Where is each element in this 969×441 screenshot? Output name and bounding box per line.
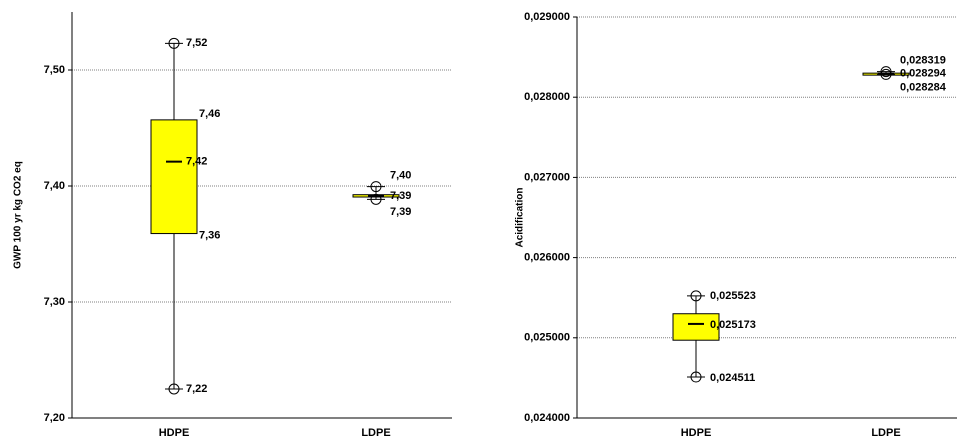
min-marker bbox=[370, 193, 382, 205]
min-value-label: 7,22 bbox=[186, 383, 207, 395]
y-tick-label: 0,026000 bbox=[524, 252, 570, 264]
y-tick-label: 0,024000 bbox=[524, 412, 570, 424]
max-marker bbox=[168, 37, 180, 49]
y-tick-label: 0,029000 bbox=[524, 11, 570, 23]
min-marker bbox=[690, 371, 702, 383]
median-value-label: 7,42 bbox=[186, 156, 207, 168]
min-value-label: 0,028284 bbox=[900, 81, 947, 93]
x-category-label: LDPE bbox=[361, 427, 390, 439]
min-value-label: 7,39 bbox=[390, 206, 411, 218]
min-marker bbox=[168, 383, 180, 395]
box bbox=[150, 119, 198, 235]
max-marker bbox=[690, 290, 702, 302]
x-category-label: HDPE bbox=[159, 427, 190, 439]
min-marker bbox=[880, 68, 892, 80]
y-tick-label: 0,027000 bbox=[524, 171, 570, 183]
max-marker bbox=[880, 66, 892, 78]
max-value-label: 0,028319 bbox=[900, 55, 946, 67]
y-tick-label: 0,025000 bbox=[524, 332, 570, 344]
median-value-label: 0,025173 bbox=[710, 319, 756, 331]
max-value-label: 7,52 bbox=[186, 37, 207, 49]
y-tick-label: 0,028000 bbox=[524, 91, 570, 103]
y-axis-title: GWP 100 yr kg CO2 eq bbox=[13, 161, 24, 269]
q1-value-label: 7,36 bbox=[199, 229, 220, 241]
min-value-label: 0,024511 bbox=[710, 372, 755, 384]
y-tick-label: 7,40 bbox=[44, 180, 65, 192]
y-axis-title: Acidification bbox=[515, 187, 526, 247]
q3-value-label: 7,46 bbox=[199, 108, 220, 120]
median-value-label: 0,028294 bbox=[900, 68, 947, 80]
max-marker bbox=[370, 181, 382, 193]
y-tick-label: 7,50 bbox=[44, 64, 65, 76]
x-category-label: LDPE bbox=[871, 427, 900, 439]
y-tick-label: 7,20 bbox=[44, 412, 65, 424]
x-category-label: HDPE bbox=[681, 427, 712, 439]
max-value-label: 0,025523 bbox=[710, 290, 756, 302]
max-value-label: 7,40 bbox=[390, 169, 411, 181]
box bbox=[672, 313, 720, 341]
y-tick-label: 7,30 bbox=[44, 296, 65, 308]
median-value-label: 7,39 bbox=[390, 190, 411, 202]
